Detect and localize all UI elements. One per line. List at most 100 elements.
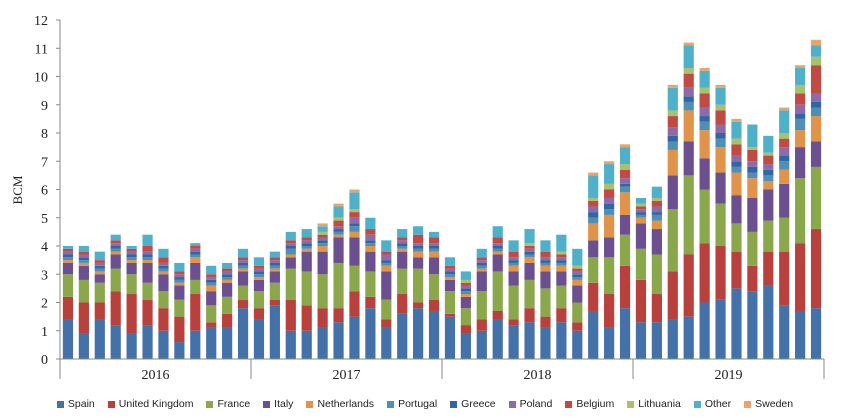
bar-segment [428,257,440,275]
bar-segment [126,254,137,258]
bar-segment [365,217,376,230]
bar-segment [604,237,615,258]
bar-segment [381,319,392,328]
bar-segment [269,265,280,269]
bar-segment [731,172,742,196]
bar-segment [206,327,217,359]
bar-segment [222,282,233,297]
bar-segment [779,138,790,148]
bar-segment [126,262,137,275]
bar-segment [222,279,233,283]
bar-segment [460,325,471,334]
bar-segment [572,279,583,286]
bar-segment [556,271,567,286]
bar-segment [222,313,233,328]
bar-segment [253,257,265,266]
bar-segment [413,268,424,303]
bar-segment [190,262,201,280]
bar-segment [635,279,647,323]
bar-segment [174,271,185,275]
bar-segment [460,333,471,359]
bar-segment [651,197,662,201]
legend-item: Portugal [387,398,437,410]
bar-segment [731,144,742,156]
bar-segment [206,274,217,278]
bar-segment [604,161,615,165]
bar-segment [126,274,137,295]
bar-segment [619,169,631,179]
bar-segment [62,251,74,255]
bar-segment [779,183,790,218]
legend-item: Other [693,398,731,410]
legend-swatch [263,400,271,408]
bar-segment [158,271,169,275]
bar-segment [222,296,233,314]
bar-segment [747,147,758,150]
bar-segment [428,251,440,258]
bar-segment [476,268,487,272]
bar-segment [190,251,201,255]
bar-segment [763,285,774,359]
bar-segment [540,240,551,252]
bar-segment [333,234,344,238]
bar-segment [237,299,249,309]
bar-segment [269,305,280,359]
bar-segment [604,183,615,190]
bar-segment [476,330,487,359]
bar-segment [269,282,280,300]
bar-segment [524,248,535,252]
bar-segment [731,195,742,224]
bar-segment [524,251,535,255]
bar-segment [317,234,328,238]
legend-label: Portugal [398,398,438,410]
legend-item: Sweden [744,398,793,410]
legend-label: Belgium [576,398,615,410]
bar-segment [747,166,758,173]
bar-segment [556,260,567,263]
bar-segment [237,257,249,261]
bar-segment [779,155,790,162]
bar-segment [317,308,328,328]
legend-label: France [217,398,251,410]
bar-segment [556,308,567,323]
bar-segment [158,265,169,269]
bar-segment [428,248,440,252]
bar-segment [651,212,662,215]
bar-segment [94,319,105,359]
bar-segment [460,282,471,286]
bar-segment [222,268,233,272]
bar-segment [349,209,360,213]
bar-segment [795,147,806,179]
bar-segment [333,308,344,323]
bar-segment [460,291,471,295]
bar-segment [349,223,360,227]
bar-segment [237,308,249,359]
bar-segment [667,209,678,272]
bar-segment [174,277,185,280]
bar-segment [222,277,233,280]
bar-segment [731,251,742,289]
bar-segment [158,274,169,292]
bar-segment [731,223,742,252]
bar-segment [397,313,408,359]
bar-segment [635,322,647,359]
bar-segment [731,118,742,122]
bar-segment [381,254,392,261]
bar-segment [619,178,631,184]
legend-item: Italy [263,398,293,410]
bar-segment [604,164,615,184]
bar-segment [285,246,296,249]
bar-segment [540,288,551,317]
bar-segment [651,186,662,198]
bar-segment [683,101,694,111]
bar-segment [237,262,249,266]
legend-swatch [56,400,64,408]
bar-segment [237,268,249,272]
bar-segment [619,214,631,235]
bar-segment [651,294,662,323]
bar-segment [206,285,217,292]
bar-segment [524,243,535,246]
bar-segment [779,110,790,133]
legend-item: France [206,398,250,410]
